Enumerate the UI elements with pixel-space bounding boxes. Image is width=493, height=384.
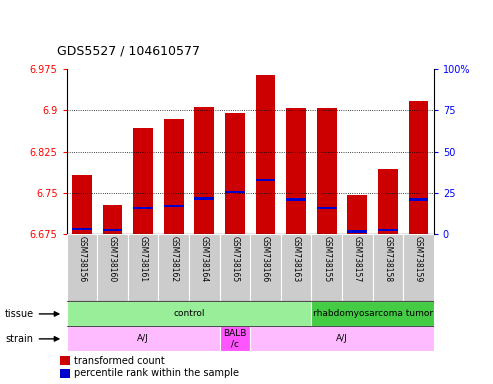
Text: strain: strain	[5, 334, 33, 344]
Bar	[67, 234, 97, 301]
Bar	[342, 234, 373, 301]
Bar	[164, 119, 183, 234]
Text: BALB
/c: BALB /c	[223, 329, 246, 349]
Bar	[219, 326, 250, 351]
Bar	[317, 108, 337, 234]
Bar	[250, 234, 281, 301]
Bar	[286, 199, 306, 201]
Text: GSM738161: GSM738161	[139, 236, 147, 282]
Bar	[189, 234, 219, 301]
Bar	[409, 199, 428, 201]
Text: rhabdomyosarcoma tumor: rhabdomyosarcoma tumor	[313, 310, 433, 318]
Text: GSM738164: GSM738164	[200, 236, 209, 282]
Bar	[312, 301, 434, 326]
Bar	[133, 207, 153, 209]
Bar	[194, 197, 214, 200]
Bar	[373, 234, 403, 301]
Bar	[409, 101, 428, 234]
Text: control: control	[173, 310, 205, 318]
Bar	[164, 205, 183, 207]
Text: GSM738157: GSM738157	[353, 236, 362, 282]
Text: A/J: A/J	[137, 334, 149, 343]
Text: GSM738166: GSM738166	[261, 236, 270, 282]
Text: GSM738165: GSM738165	[230, 236, 240, 282]
Bar	[219, 234, 250, 301]
Bar	[378, 229, 398, 232]
Text: GSM738162: GSM738162	[169, 236, 178, 282]
Bar	[378, 169, 398, 234]
Bar	[255, 179, 276, 181]
Bar	[312, 234, 342, 301]
Bar	[103, 229, 122, 232]
Bar	[225, 113, 245, 234]
Text: GDS5527 / 104610577: GDS5527 / 104610577	[57, 45, 200, 58]
Bar	[97, 234, 128, 301]
Text: GSM738156: GSM738156	[77, 236, 86, 282]
Bar	[225, 191, 245, 193]
Bar	[67, 326, 219, 351]
Bar	[317, 207, 337, 209]
Bar	[250, 326, 434, 351]
Bar	[281, 234, 312, 301]
Text: GSM738159: GSM738159	[414, 236, 423, 282]
Text: transformed count: transformed count	[73, 356, 165, 366]
Bar	[403, 234, 434, 301]
Bar	[286, 108, 306, 234]
Bar	[255, 74, 276, 234]
Bar	[348, 230, 367, 233]
Bar	[194, 106, 214, 234]
Text: percentile rank within the sample: percentile rank within the sample	[73, 368, 239, 378]
Bar	[103, 205, 122, 234]
Text: A/J: A/J	[336, 334, 348, 343]
Text: GSM738158: GSM738158	[384, 236, 392, 282]
Bar	[72, 228, 92, 230]
Bar	[67, 301, 312, 326]
Bar	[61, 369, 70, 378]
Bar	[128, 234, 158, 301]
Text: GSM738160: GSM738160	[108, 236, 117, 282]
Bar	[72, 175, 92, 234]
Bar	[158, 234, 189, 301]
Text: tissue: tissue	[5, 309, 34, 319]
Bar	[133, 128, 153, 234]
Text: GSM738155: GSM738155	[322, 236, 331, 282]
Bar	[61, 356, 70, 366]
Text: GSM738163: GSM738163	[291, 236, 301, 282]
Bar	[348, 195, 367, 234]
